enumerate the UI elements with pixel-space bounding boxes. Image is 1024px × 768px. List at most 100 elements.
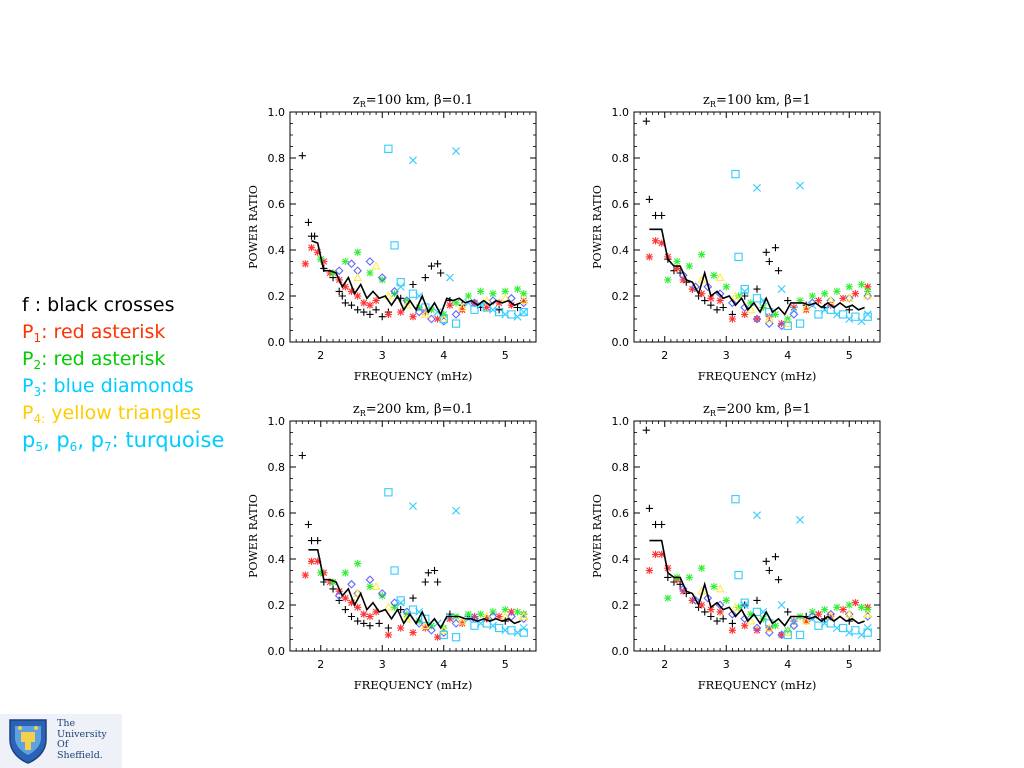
- point-p1: [741, 622, 749, 630]
- point-f: [701, 297, 709, 305]
- point-p2: [845, 601, 853, 609]
- point-p1: [765, 313, 773, 321]
- legend-p7-letter: , p: [77, 428, 104, 452]
- point-p567: [857, 317, 866, 326]
- point-p567: [507, 626, 516, 635]
- chart-title: zR=100 km, β=1: [703, 93, 811, 109]
- legend-p3-letter: P: [22, 375, 34, 397]
- point-p3: [789, 621, 799, 631]
- point-p1: [360, 610, 368, 618]
- x-tick-label: 5: [502, 658, 509, 671]
- point-p4: [457, 302, 467, 311]
- point-f: [360, 619, 368, 627]
- y-tick-label: 0.6: [612, 198, 630, 211]
- point-p2: [710, 271, 718, 279]
- x-tick-label: 2: [317, 658, 324, 671]
- point-p4: [519, 611, 529, 620]
- series-p1-asterisk: [301, 557, 528, 641]
- point-p4: [519, 295, 529, 305]
- point-p3: [377, 589, 387, 598]
- x-tick-label: 3: [723, 658, 730, 671]
- data-points: [298, 144, 529, 328]
- point-p567: [408, 289, 418, 298]
- point-p2: [833, 603, 841, 611]
- point-p567: [452, 506, 461, 515]
- series-f-plus: [298, 451, 509, 632]
- point-p4: [383, 291, 393, 300]
- point-p1: [372, 608, 380, 616]
- point-p1: [335, 587, 343, 595]
- y-tick-label: 0.0: [612, 645, 630, 658]
- point-p567: [838, 623, 848, 633]
- point-p1: [728, 315, 736, 323]
- title-sub: R: [710, 100, 717, 109]
- point-p3: [365, 257, 375, 266]
- point-p4: [863, 609, 873, 618]
- chart-title: zR=200 km, β=0.1: [353, 402, 473, 418]
- point-p4: [439, 625, 449, 634]
- point-f: [347, 301, 356, 309]
- legend-f-text: f : black crosses: [22, 294, 175, 316]
- y-tick-label: 0.2: [612, 599, 630, 612]
- title-z: z: [353, 93, 360, 108]
- series-p2-asterisk: [317, 560, 528, 632]
- point-p567: [731, 169, 740, 179]
- point-f: [427, 262, 436, 270]
- point-p3: [863, 291, 873, 301]
- point-p4: [420, 620, 430, 630]
- point-p1: [839, 294, 847, 302]
- y-tick-label: 0.0: [268, 336, 286, 349]
- point-f: [753, 285, 761, 293]
- point-p2: [329, 269, 337, 277]
- data-points: [642, 117, 873, 331]
- legend-p6-sub: 6: [69, 440, 78, 454]
- point-p1: [507, 608, 515, 616]
- point-p1: [354, 603, 362, 611]
- point-p567: [814, 310, 823, 319]
- point-p3: [807, 298, 817, 308]
- point-p1: [384, 310, 392, 318]
- point-p567: [795, 630, 805, 640]
- point-p1: [651, 550, 660, 558]
- point-p3: [728, 298, 737, 308]
- y-tick-label: 0.4: [612, 244, 630, 257]
- legend-p5-letter: p: [22, 428, 36, 452]
- point-f: [298, 152, 306, 160]
- point-f: [304, 218, 313, 226]
- point-p567: [851, 312, 860, 321]
- point-f: [366, 622, 374, 630]
- point-p567: [789, 617, 798, 626]
- point-p2: [747, 299, 755, 307]
- point-f: [642, 426, 650, 434]
- point-p4: [844, 293, 854, 302]
- point-f: [771, 553, 780, 561]
- point-p3: [451, 310, 461, 319]
- point-p3: [691, 596, 700, 605]
- point-p2: [734, 603, 743, 611]
- x-axis-label: FREQUENCY (mHz): [354, 369, 473, 383]
- point-p4: [402, 614, 412, 623]
- point-f: [335, 287, 343, 295]
- point-f: [341, 606, 349, 614]
- point-p3: [863, 612, 873, 621]
- title-z: z: [703, 93, 710, 108]
- point-f: [845, 306, 853, 314]
- point-p4: [371, 581, 381, 591]
- point-p567: [734, 570, 743, 580]
- point-f: [713, 306, 721, 314]
- point-p3: [347, 259, 356, 269]
- point-p567: [832, 624, 841, 632]
- point-p1: [507, 301, 515, 309]
- point-f: [707, 301, 715, 309]
- point-p3: [764, 319, 774, 328]
- point-p567: [507, 310, 516, 319]
- point-p3: [844, 609, 854, 619]
- point-p567: [795, 319, 805, 328]
- point-p567: [740, 284, 749, 294]
- y-tick-label: 0.6: [268, 507, 286, 520]
- series-p567-cross: [396, 147, 528, 321]
- point-p2: [415, 303, 423, 312]
- legend-p1-sub: 1: [33, 331, 42, 345]
- point-p3: [844, 293, 854, 303]
- point-f: [774, 576, 783, 584]
